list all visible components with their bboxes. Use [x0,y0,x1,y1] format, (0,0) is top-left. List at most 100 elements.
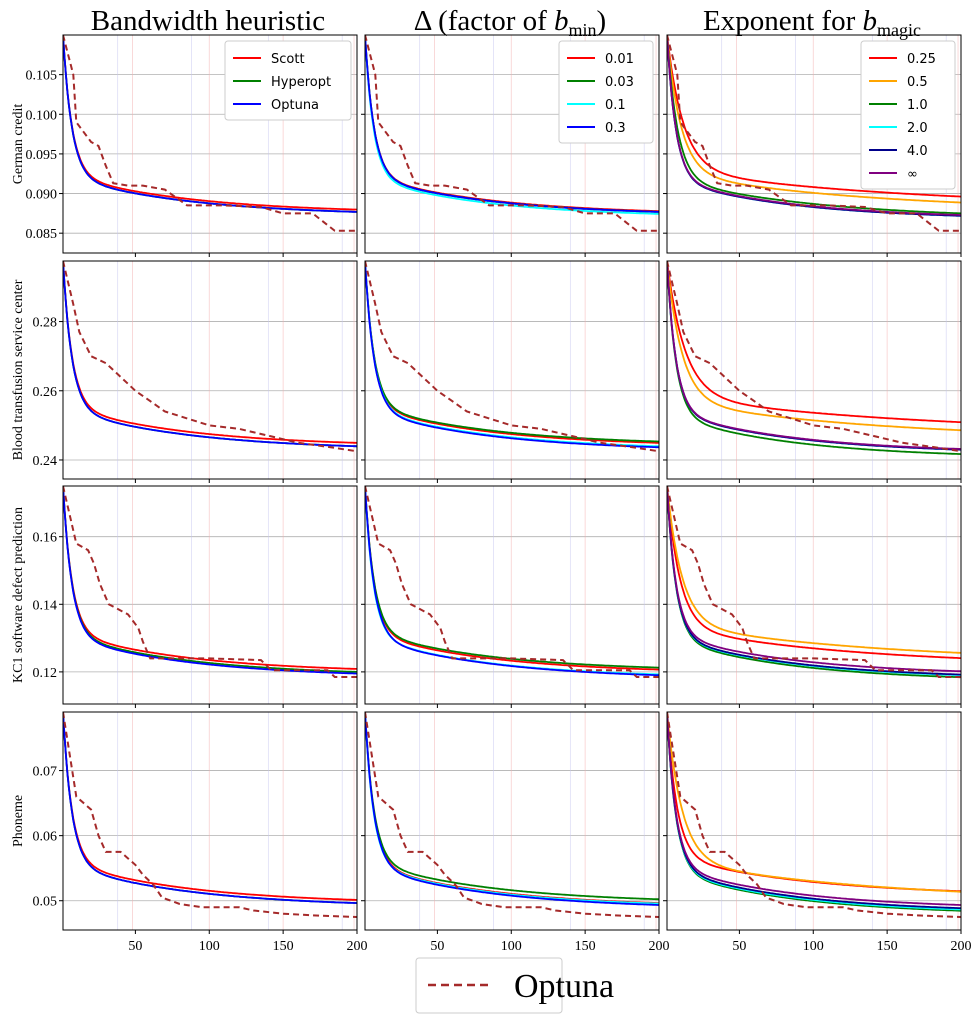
legend-label: 0.1 [605,98,626,113]
baseline-optuna-line [667,712,961,918]
legend-label: 0.01 [605,52,634,67]
legend: Scott Hyperopt Optuna [224,40,352,121]
panel-r3-c2: 50 100 150 200 [663,711,972,954]
column-title-bandwidth: Bandwidth heuristic [91,5,325,37]
column-title-exponent-sub: magic [877,20,921,40]
series-group [667,712,961,918]
series-line-∞ [667,261,961,450]
x-tick-label: 150 [575,939,596,954]
panel-r0-c2: 0.25 0.5 1.0 2.0 4.0 ∞ [663,34,962,257]
baseline-optuna-line [63,261,357,453]
legend-label: Optuna [271,98,319,113]
x-tick-label: 100 [803,939,824,954]
baseline-optuna-line [365,35,659,232]
series-line-Optuna [63,35,357,213]
legend-label: 4.0 [907,144,928,159]
series-line-0.5 [667,486,961,654]
series-line-0.01 [365,712,659,904]
series-line-0.1 [365,486,659,676]
panel-r3-c1: 50 100 150 200 [361,711,670,954]
baseline-optuna-line [63,35,357,232]
legend: 0.01 0.03 0.1 0.3 [558,40,654,144]
axes-frame [666,34,962,254]
legend-box [860,40,956,190]
series-line-Hyperopt [63,486,357,673]
x-tick-label: 200 [347,939,368,954]
row-label: German credit [11,104,26,185]
column-title-delta-sub: min [569,20,597,40]
legend-label: 0.03 [605,75,634,90]
series-line-0.25 [667,261,961,424]
row-label: KC1 software defect prediction [11,507,26,683]
series-line-1.0 [667,261,961,455]
x-tick-label: 150 [273,939,294,954]
axes-frame [62,485,358,705]
x-tick-label: 150 [877,939,898,954]
series-line-Hyperopt [63,712,357,904]
series-line-Scott [63,35,357,211]
column-title-delta-var: b [554,5,569,37]
panel-r1-c1 [361,260,660,483]
y-tick-label: 0.24 [33,454,58,469]
axes-frame [666,485,962,705]
series-line-0.3 [365,486,659,677]
axes-frame [364,711,660,931]
baseline-optuna-line [365,712,659,918]
axes-frame [666,711,962,931]
series-group [365,35,659,232]
baseline-optuna-line [667,486,961,678]
baseline-optuna-line [365,261,659,453]
series-line-0.01 [365,486,659,671]
series-line-0.1 [365,712,659,905]
axes-frame [666,260,962,480]
x-tick-label: 200 [649,939,670,954]
y-tick-label: 0.090 [26,188,58,203]
legend-label: ∞ [907,167,918,182]
series-line-4.0 [667,712,961,910]
series-group [63,486,357,678]
y-tick-label: 0.16 [33,531,58,546]
series-line-∞ [667,712,961,906]
series-line-Optuna [63,486,357,675]
legend-box [224,40,352,121]
series-line-1.0 [667,35,961,215]
panel-r0-c0: 0.085 0.090 0.095 0.100 0.105 German credit Sc… [11,34,358,257]
axes-frame [62,711,358,931]
series-group [63,261,357,453]
bottom-legend: Optuna [415,957,614,1014]
series-line-Optuna [63,712,357,904]
series-line-Scott [63,486,357,670]
panel-r1-c2 [663,260,962,483]
series-line-Optuna [63,261,357,448]
series-line-2.0 [667,712,961,911]
axes-frame [62,260,358,480]
series-group [667,35,961,232]
panel-r2-c0: 0.12 0.14 0.16 KC1 software defect predicti… [11,485,358,708]
baseline-optuna-line [667,35,961,232]
baseline-optuna-line [63,486,357,678]
x-tick-label: 50 [430,939,444,954]
series-group [365,261,659,453]
row-label: Blood transfusion service center [11,279,26,460]
x-tick-label: 50 [732,939,746,954]
y-tick-label: 0.06 [33,830,58,845]
series-line-1.0 [667,486,961,679]
x-tick-label: 100 [199,939,220,954]
legend-label: 0.25 [907,52,936,67]
panels: 0.085 0.090 0.095 0.100 0.105 German credit Sc… [11,34,972,954]
series-line-Scott [63,261,357,444]
series-group [365,486,659,678]
series-line-0.5 [667,712,961,893]
series-group [365,712,659,918]
legend-label: 0.5 [907,75,928,90]
series-line-0.03 [365,486,659,669]
axes-frame [364,485,660,705]
series-line-0.01 [365,261,659,444]
legend-label: 2.0 [907,121,928,136]
column-title-delta-suffix: ) [597,5,607,37]
legend-label: Hyperopt [271,75,331,90]
series-line-0.25 [667,486,961,659]
legend-label: Scott [271,52,305,67]
panel-r2-c1 [361,485,660,708]
